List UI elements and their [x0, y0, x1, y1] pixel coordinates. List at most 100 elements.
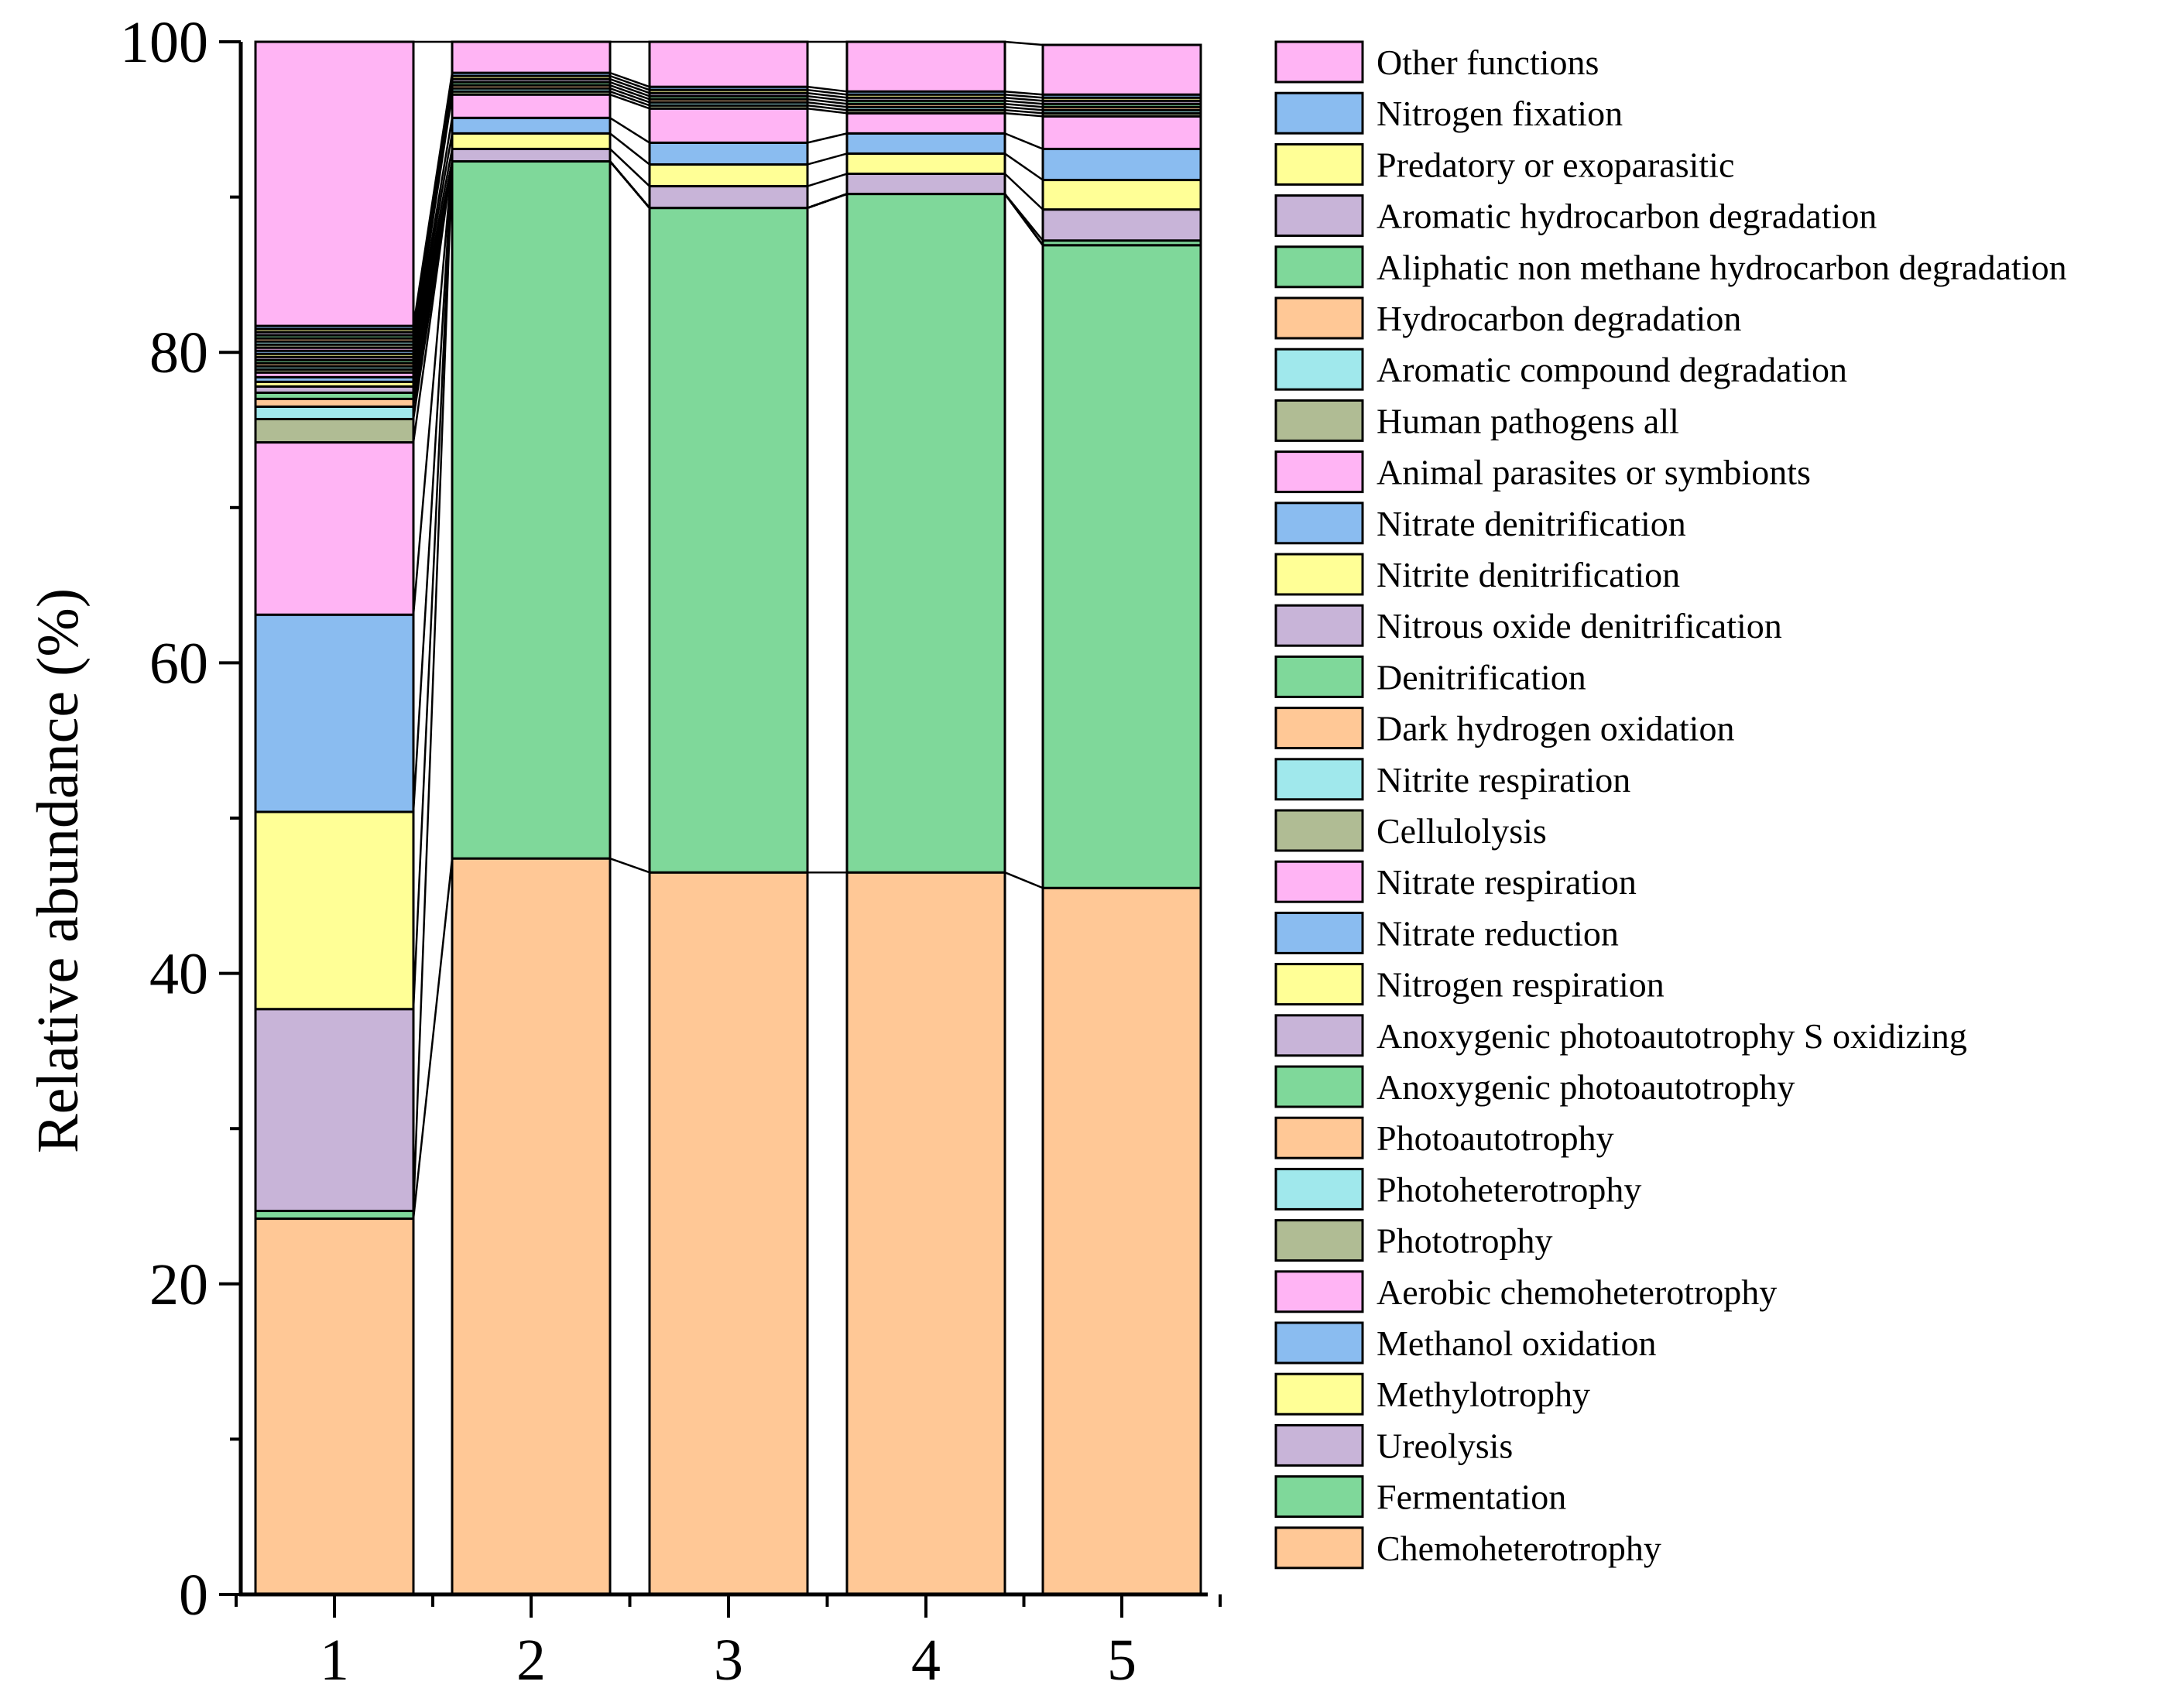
connector-line-1-21: [412, 118, 454, 351]
connector-line-2-22: [609, 94, 650, 110]
bar-segment-5-22: [1041, 115, 1202, 150]
legend-swatch-24: [1274, 348, 1364, 391]
legend-label-25: Hydrocarbon degradation: [1377, 299, 1741, 338]
legend-swatch-12: [1274, 963, 1364, 1006]
connector-lines: [412, 40, 1044, 1219]
bar-segment-5-1: [1041, 886, 1202, 1596]
connector-line-2-28: [609, 74, 650, 91]
legend-label-11: Anoxygenic photoautotrophy S oxidizing: [1377, 1016, 1967, 1056]
bar-segment-1-2: [254, 1210, 415, 1221]
legend: Other functions Nitrogen fixation Predator…: [1274, 40, 2067, 1570]
connector-line-4-1: [1004, 872, 1044, 889]
legend-label-3: Ureolysis: [1377, 1426, 1513, 1465]
x-tick-label-5: 5: [1107, 1628, 1137, 1693]
legend-swatch-7: [1274, 1219, 1364, 1262]
legend-label-5: Methanol oxidation: [1377, 1324, 1657, 1363]
connector-line-4-26: [1004, 99, 1044, 105]
connector-line-1-2: [412, 161, 454, 1211]
bar-segment-2-2: [451, 159, 612, 860]
legend-swatch-3: [1274, 1423, 1364, 1467]
y-tick-label-40: 40: [149, 942, 208, 1007]
bar-segment-3-2: [648, 207, 809, 874]
legend-label-14: Nitrate respiration: [1377, 862, 1637, 902]
connector-line-2-26: [609, 80, 650, 98]
connector-line-4-19: [1004, 173, 1044, 211]
y-tick-label-0: 0: [179, 1563, 208, 1628]
bar-segment-2-19: [451, 147, 612, 163]
legend-swatch-9: [1274, 1116, 1364, 1159]
connector-line-4-21: [1004, 132, 1044, 150]
connector-line-2-27: [609, 77, 650, 94]
legend-label-8: Photoheterotrophy: [1377, 1169, 1641, 1209]
connector-line-4-24: [1004, 106, 1044, 111]
legend-swatch-18: [1274, 655, 1364, 698]
legend-label-15: Cellulolysis: [1377, 811, 1547, 851]
legend-label-24: Aromatic compound degradation: [1377, 350, 1847, 389]
y-tick-label-20: 20: [149, 1252, 208, 1317]
legend-swatch-13: [1274, 911, 1364, 954]
connector-line-2-24: [609, 87, 650, 104]
bar-segment-5-2: [1041, 244, 1202, 889]
bar-segment-4-30: [845, 40, 1006, 93]
legend-swatch-28: [1274, 142, 1364, 186]
legend-swatch-1: [1274, 1526, 1364, 1570]
bar-segment-1-7: [254, 417, 415, 444]
bar-segment-5-20: [1041, 179, 1202, 211]
legend-label-7: Phototrophy: [1377, 1221, 1552, 1261]
legend-swatch-14: [1274, 860, 1364, 903]
legend-label-28: Predatory or exoparasitic: [1377, 145, 1734, 184]
legend-swatch-20: [1274, 553, 1364, 596]
connector-line-2-18: [609, 160, 650, 209]
legend-swatch-11: [1274, 1014, 1364, 1057]
bar-segment-5-21: [1041, 147, 1202, 182]
connector-line-4-18: [1004, 193, 1044, 241]
legend-label-12: Nitrogen respiration: [1377, 965, 1665, 1005]
connector-line-2-19: [609, 148, 650, 187]
legend-label-9: Photoautotrophy: [1377, 1118, 1614, 1158]
bar-segment-3-30: [648, 40, 809, 88]
legend-swatch-25: [1274, 296, 1364, 340]
bar-segment-1-4: [254, 810, 415, 1011]
legend-label-29: Nitrogen fixation: [1377, 94, 1623, 133]
bar-segment-2-30: [451, 40, 612, 74]
legend-label-18: Denitrification: [1377, 657, 1586, 697]
legend-label-19: Nitrous oxide denitrification: [1377, 606, 1782, 646]
bar-segment-2-21: [451, 116, 612, 135]
legend-swatch-17: [1274, 707, 1364, 750]
bar-segment-1-30: [254, 40, 415, 327]
bar-segment-1-1: [254, 1217, 415, 1596]
legend-swatch-19: [1274, 604, 1364, 647]
legend-label-21: Nitrate denitrification: [1377, 504, 1686, 543]
legend-swatch-21: [1274, 502, 1364, 545]
legend-label-2: Fermentation: [1377, 1478, 1566, 1517]
legend-swatch-10: [1274, 1065, 1364, 1108]
connector-line-3-28: [807, 88, 848, 96]
legend-swatch-23: [1274, 399, 1364, 442]
x-tick-label-3: 3: [714, 1628, 743, 1693]
connector-line-1-29: [412, 72, 454, 327]
axes: 0 20 40 60 80 100 1 2 3 4 5: [120, 10, 1222, 1693]
connector-line-4-29: [1004, 90, 1044, 96]
legend-swatch-26: [1274, 245, 1364, 289]
legend-swatch-29: [1274, 91, 1364, 135]
bar-segment-2-1: [451, 857, 612, 1596]
bar-segment-2-22: [451, 93, 612, 119]
bar-segment-1-8: [254, 405, 415, 420]
legend-label-20: Nitrite denitrification: [1377, 555, 1680, 594]
bar-segment-3-19: [648, 185, 809, 210]
bar-segment-4-22: [845, 111, 1006, 135]
bar-stacks: [254, 40, 1202, 1596]
connector-line-2-1: [609, 857, 650, 874]
bar-segment-3-22: [648, 107, 809, 144]
legend-label-4: Methylotrophy: [1377, 1375, 1590, 1414]
legend-label-26: Aliphatic non methane hydrocarbon degrad…: [1377, 248, 2067, 287]
connector-line-4-28: [1004, 93, 1044, 99]
legend-swatch-6: [1274, 1270, 1364, 1313]
connector-line-3-18: [807, 193, 848, 209]
legend-label-6: Aerobic chemoheterotrophy: [1377, 1272, 1777, 1312]
legend-label-23: Human pathogens all: [1377, 401, 1679, 440]
connector-line-1-4: [412, 161, 454, 813]
legend-label-10: Anoxygenic photoautotrophy: [1377, 1067, 1795, 1107]
connector-line-4-20: [1004, 152, 1044, 181]
